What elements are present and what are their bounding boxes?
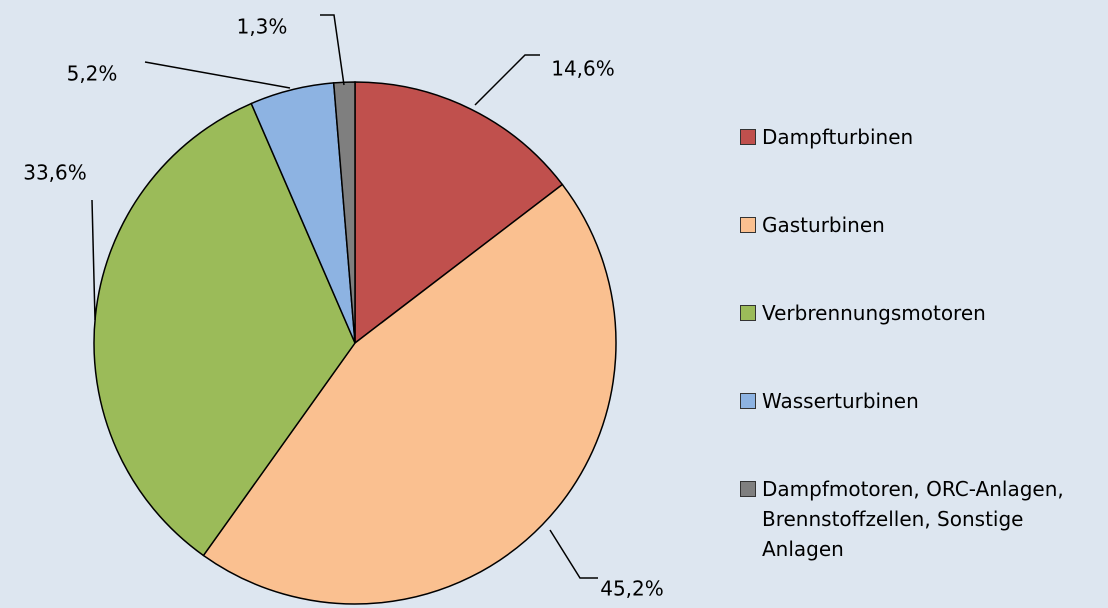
legend-swatch <box>740 217 756 233</box>
data-label: 14,6% <box>551 57 615 81</box>
data-label: 5,2% <box>67 62 118 86</box>
legend-label: Dampfmotoren, ORC-Anlagen, Brennstoffzel… <box>762 477 1064 561</box>
legend-swatch <box>740 481 756 497</box>
leader-line <box>320 14 345 86</box>
legend-swatch <box>740 393 756 409</box>
data-label: 45,2% <box>600 577 664 601</box>
legend-item: Gasturbinen <box>740 210 1102 240</box>
leader-line <box>549 529 598 579</box>
legend-swatch <box>740 129 756 145</box>
legend-item: Verbrennungsmotoren <box>740 298 1102 328</box>
legend-label: Gasturbinen <box>762 213 885 237</box>
leader-line <box>474 54 540 106</box>
data-label: 33,6% <box>23 161 87 185</box>
leader-line <box>144 61 291 89</box>
legend-item: Dampfturbinen <box>740 122 1102 152</box>
legend-swatch <box>740 305 756 321</box>
pie-slice <box>354 81 564 345</box>
data-label: 1,3% <box>237 15 288 39</box>
legend-item: Wasserturbinen <box>740 386 1102 416</box>
pie-slice <box>202 183 617 605</box>
legend-label: Dampfturbinen <box>762 125 914 149</box>
legend-label: Verbrennungsmotoren <box>762 301 986 325</box>
legend-label: Wasserturbinen <box>762 389 919 413</box>
leader-line <box>91 199 96 321</box>
legend-item: Dampfmotoren, ORC-Anlagen, Brennstoffzel… <box>740 474 1102 564</box>
